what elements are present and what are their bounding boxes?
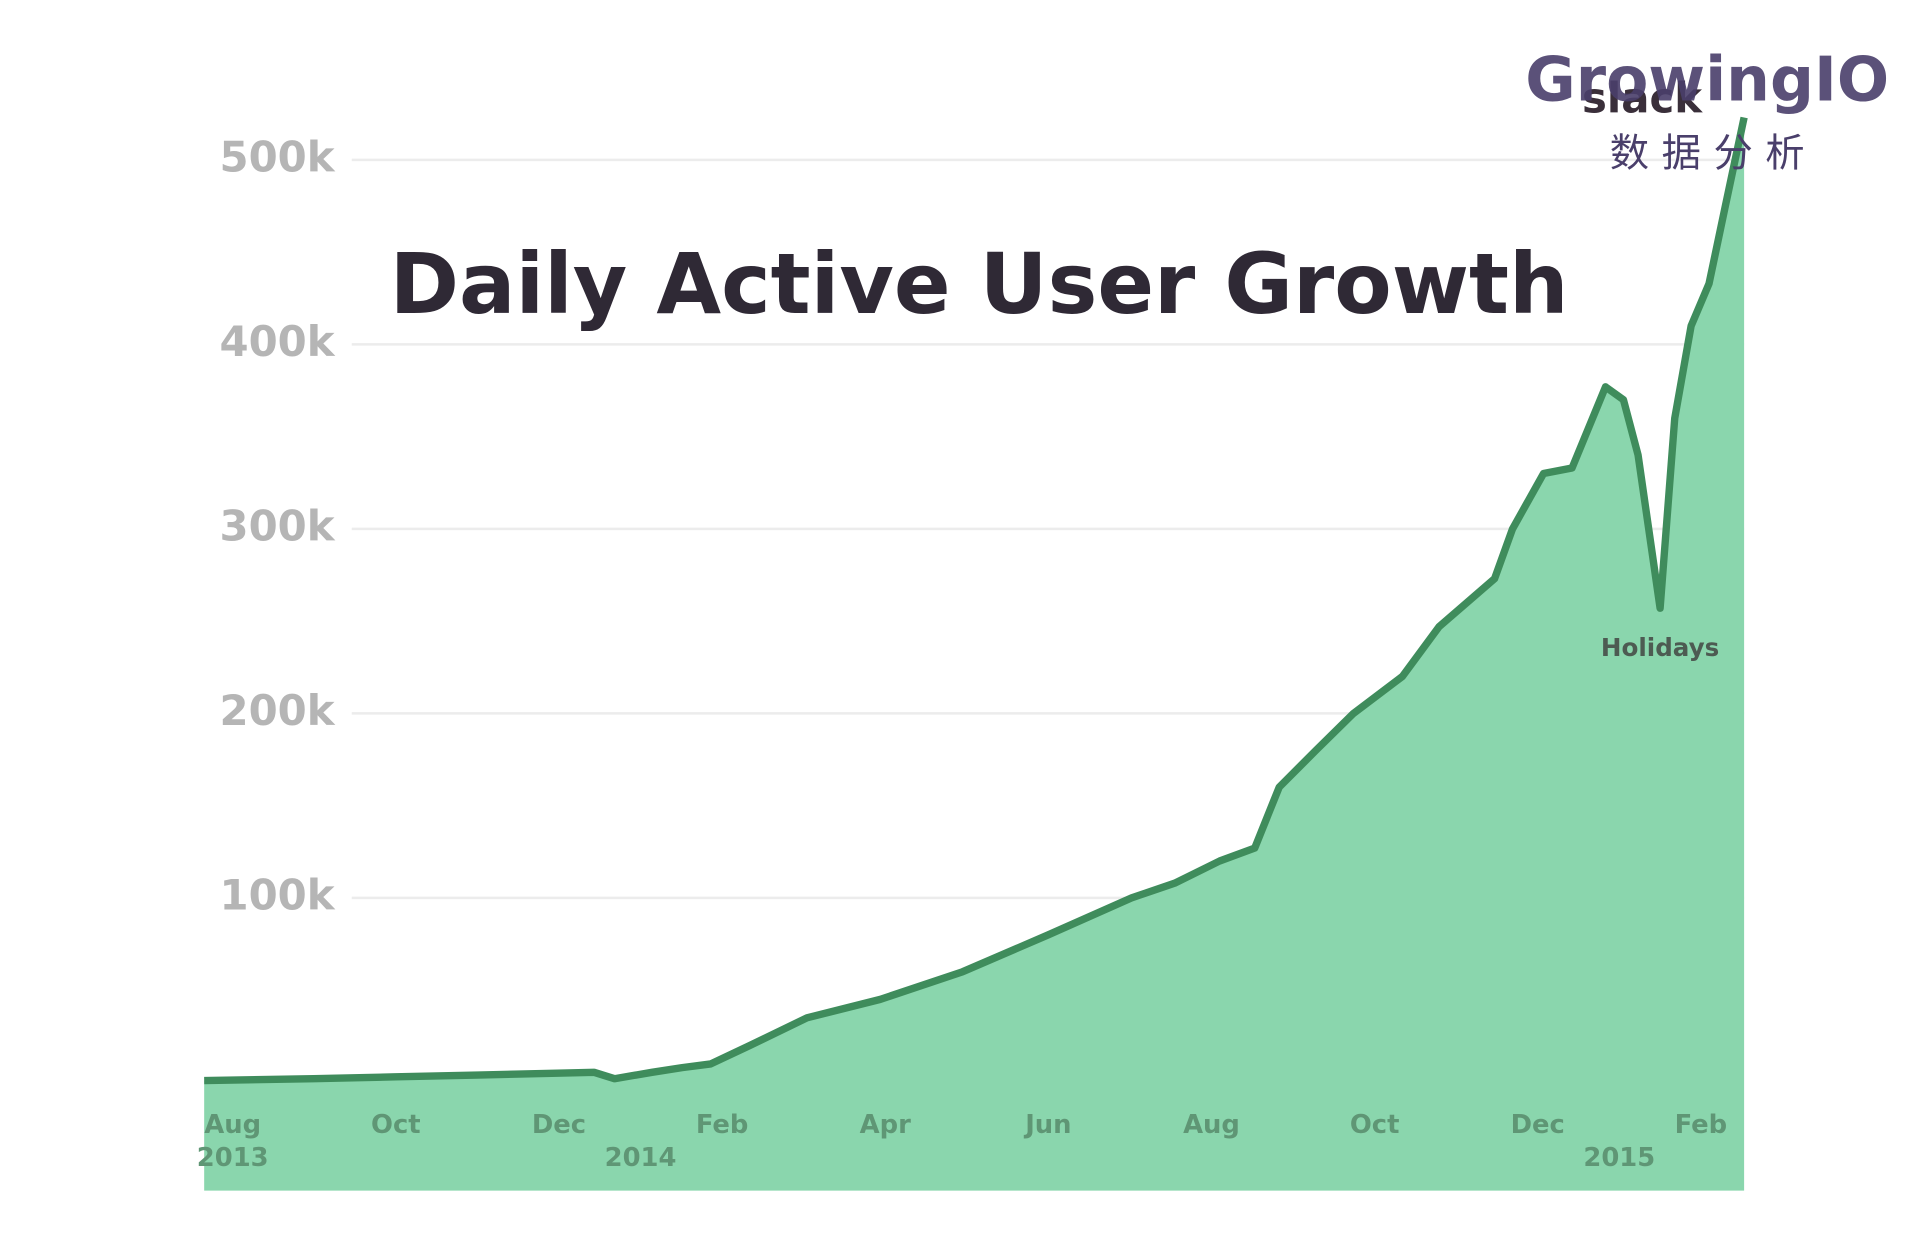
- annotation: Holidays: [1601, 633, 1719, 662]
- x-tick-label: Feb: [696, 1110, 749, 1140]
- y-tick-label: 300k: [220, 501, 336, 550]
- area-line: [204, 116, 1748, 1085]
- y-tick-label: 400k: [220, 317, 336, 366]
- labels: 100k 200k 300k 400k 500k Aug Oct Dec Feb Apr Jun Au…: [197, 132, 1727, 1173]
- x-tick-label: Dec: [1511, 1110, 1565, 1140]
- x-tick-label: Aug: [204, 1110, 261, 1140]
- x-year-label: 2015: [1583, 1143, 1655, 1173]
- x-tick-label: Oct: [371, 1110, 421, 1140]
- x-year-label: 2014: [605, 1143, 677, 1173]
- x-tick-label: Apr: [860, 1110, 911, 1140]
- y-tick-label: 100k: [220, 870, 336, 919]
- y-tick-label: 200k: [220, 686, 336, 735]
- x-tick-label: Jun: [1023, 1110, 1071, 1140]
- x-tick-label: Dec: [532, 1110, 586, 1140]
- y-tick-label: 500k: [220, 132, 336, 181]
- plot: [204, 116, 1748, 1191]
- slack-logo: slack: [1582, 73, 1703, 122]
- area-fill: [204, 117, 1745, 1191]
- brand-subtitle: 数 据 分 析: [1610, 131, 1805, 177]
- chart-title: Daily Active User Growth: [390, 235, 1569, 333]
- brand-logo: GrowingIO: [1525, 44, 1889, 116]
- x-tick-label: Oct: [1350, 1110, 1400, 1140]
- x-tick-label: Aug: [1183, 1110, 1240, 1140]
- x-year-label: 2013: [197, 1143, 269, 1173]
- x-tick-label: Feb: [1675, 1110, 1728, 1140]
